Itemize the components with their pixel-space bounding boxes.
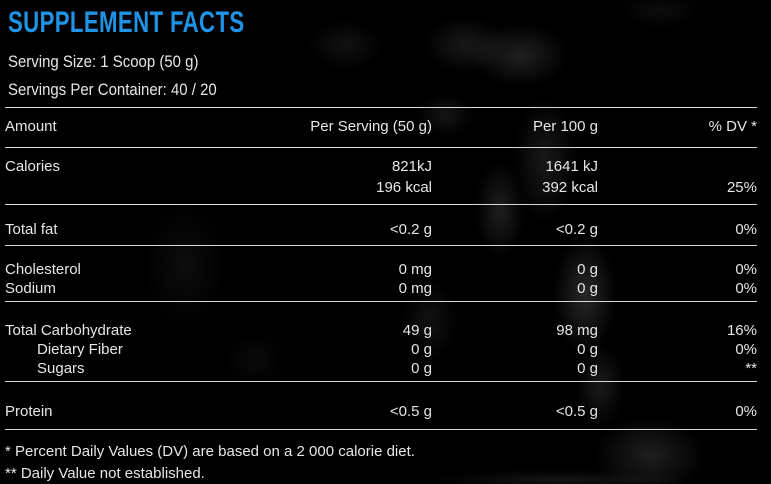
serving-info: Serving Size: 1 Scoop (50 g) Servings Pe… xyxy=(8,48,771,104)
row-value-per-serving: <0.2 g xyxy=(389,221,432,238)
column-header-per-100g: Per 100 g xyxy=(532,118,598,135)
table-row-calories: Calories 821kJ 196 kcal 1641 kJ 392 kcal… xyxy=(5,156,757,198)
row-value-per-serving: 49 g xyxy=(402,322,432,339)
row-label: Total Carbohydrate xyxy=(5,322,132,339)
group-calories: Calories 821kJ 196 kcal 1641 kJ 392 kcal… xyxy=(5,148,757,205)
group-total-fat: Total fat <0.2 g <0.2 g 0% xyxy=(5,205,757,246)
row-value-dv: 16% xyxy=(726,322,757,339)
column-header-per-serving: Per Serving (50 g) xyxy=(310,118,432,135)
footnotes: * Percent Daily Values (DV) are based on… xyxy=(5,441,771,484)
row-label: Cholesterol xyxy=(5,261,81,278)
table-row-cholesterol: Cholesterol 0 mg 0 g 0% xyxy=(5,260,757,279)
row-label: Dietary Fiber xyxy=(37,341,123,358)
row-value-per-100g: 0 g xyxy=(577,341,598,358)
row-value-dv: 0% xyxy=(735,280,757,297)
table-row-total-carbohydrate: Total Carbohydrate 49 g 98 mg 16% xyxy=(5,321,757,340)
row-value-per-serving: 0 g xyxy=(411,360,432,377)
column-header-amount: Amount xyxy=(5,118,57,135)
row-label: Total fat xyxy=(5,221,58,238)
row-value-per-serving: 0 mg xyxy=(398,280,432,297)
group-protein: Protein <0.5 g <0.5 g 0% xyxy=(5,382,757,430)
group-carbohydrate: Total Carbohydrate 49 g 98 mg 16% Dietar… xyxy=(5,302,757,382)
row-value-per-serving: 821kJ 196 kcal xyxy=(376,158,432,196)
row-value-per-100g: 0 g xyxy=(577,360,598,377)
serving-size-line: Serving Size: 1 Scoop (50 g) xyxy=(8,52,199,71)
row-value-dv: 25% xyxy=(726,179,757,196)
row-value-dv: 0% xyxy=(735,403,757,420)
table-row-dietary-fiber: Dietary Fiber 0 g 0 g 0% xyxy=(5,340,757,359)
row-label: Calories xyxy=(5,158,61,175)
row-value-per-100g: 0 g xyxy=(577,280,598,297)
row-value-per-100g: 1641 kJ 392 kcal xyxy=(542,158,598,196)
row-value-per-100g: <0.5 g xyxy=(555,403,598,420)
row-value-dv: 0% xyxy=(735,341,757,358)
row-value-per-100g: <0.2 g xyxy=(555,221,598,238)
row-value-dv: ** xyxy=(745,360,757,377)
row-label: Sodium xyxy=(5,280,56,297)
column-header-dv: % DV * xyxy=(708,118,757,135)
table-row-protein: Protein <0.5 g <0.5 g 0% xyxy=(5,402,757,421)
row-value-per-100g: 98 mg xyxy=(556,322,598,339)
page-title: SUPPLEMENT FACTS xyxy=(8,4,771,42)
table-row-sugars: Sugars 0 g 0 g ** xyxy=(5,359,757,378)
row-label: Sugars xyxy=(37,360,85,377)
table-header-row: Amount Per Serving (50 g) Per 100 g % DV… xyxy=(5,108,757,148)
row-value-per-serving: 0 g xyxy=(411,341,432,358)
table-row-sodium: Sodium 0 mg 0 g 0% xyxy=(5,279,757,298)
row-value-per-100g: 0 g xyxy=(577,261,598,278)
row-label: Protein xyxy=(5,403,53,420)
row-value-per-serving: <0.5 g xyxy=(389,403,432,420)
facts-table: Amount Per Serving (50 g) Per 100 g % DV… xyxy=(5,107,757,430)
page-title-text: SUPPLEMENT FACTS xyxy=(8,6,245,39)
row-value-per-serving: 0 mg xyxy=(398,261,432,278)
footnote-dv-not-established: ** Daily Value not established. xyxy=(5,465,205,482)
row-value-dv: 0% xyxy=(735,261,757,278)
row-value-dv: 0% xyxy=(735,221,757,238)
servings-per-container-line: Servings Per Container: 40 / 20 xyxy=(8,80,217,99)
table-row-total-fat: Total fat <0.2 g <0.2 g 0% xyxy=(5,220,757,240)
footnote-daily-values: * Percent Daily Values (DV) are based on… xyxy=(5,443,415,460)
group-cholesterol-sodium: Cholesterol 0 mg 0 g 0% Sodium 0 mg 0 g … xyxy=(5,246,757,302)
